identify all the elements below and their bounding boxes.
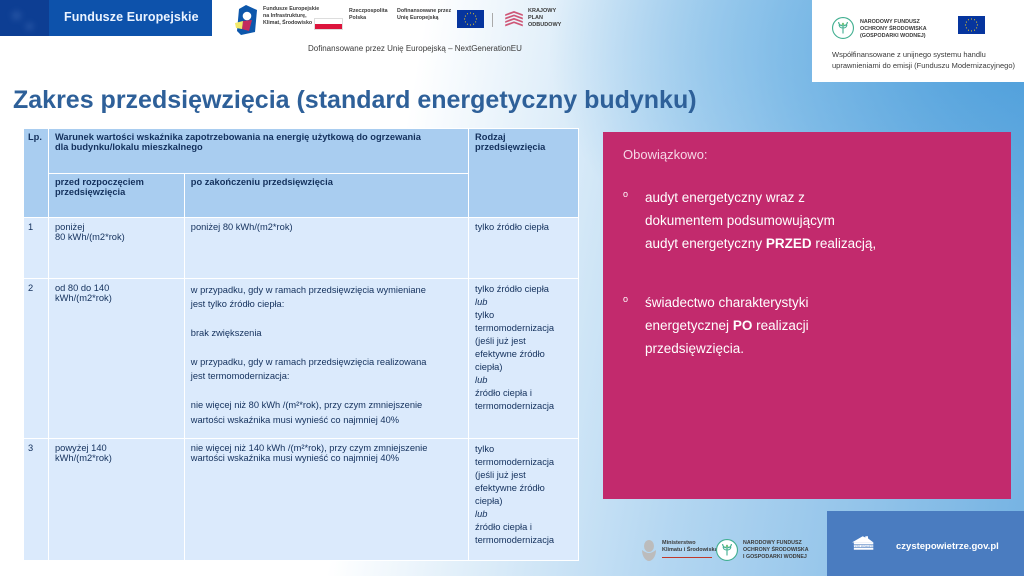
svg-text:CZYSTE POWIETRZE: CZYSTE POWIETRZE — [850, 544, 878, 548]
